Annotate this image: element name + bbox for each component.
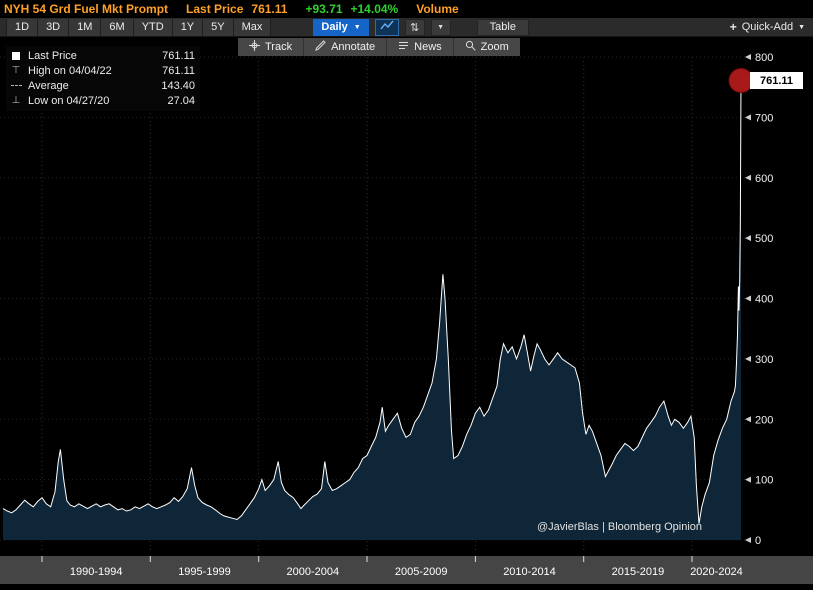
x-axis-label: 2005-2009	[395, 566, 448, 578]
price-change: +93.71	[305, 2, 343, 16]
x-axis-label: 2020-2024	[690, 566, 743, 578]
x-axis-band	[0, 556, 813, 584]
price-line	[2, 80, 742, 524]
legend-row[interactable]: ⊤ High on 04/04/22 761.11	[9, 63, 195, 78]
annotate-label: Annotate	[331, 41, 376, 53]
legend-label: Average	[28, 79, 69, 92]
line-chart-icon	[380, 20, 394, 34]
title-bar: NYH 54 Grd Fuel Mkt Prompt Last Price 76…	[0, 0, 813, 18]
security-name: NYH 54 Grd Fuel Mkt Prompt	[4, 2, 169, 16]
chart-options-dropdown[interactable]: ▼	[430, 18, 451, 36]
up-down-arrows-icon: ⇅	[410, 21, 420, 34]
legend-label: Last Price	[28, 49, 77, 62]
average-line-icon	[9, 85, 23, 86]
y-axis-label: 0	[755, 535, 761, 547]
frequency-dropdown[interactable]: Daily ▼	[313, 18, 369, 36]
legend-value: 143.40	[161, 79, 195, 92]
frequency-label: Daily	[321, 21, 348, 33]
y-tick-arrow	[745, 295, 751, 302]
y-tick-arrow	[745, 114, 751, 121]
annotate-button[interactable]: Annotate	[304, 38, 388, 56]
legend-label: Low on 04/27/20	[28, 94, 110, 107]
period-tab-6m[interactable]: 6M	[101, 18, 134, 36]
y-tick-arrow	[745, 235, 751, 242]
zoom-label: Zoom	[480, 41, 509, 53]
chart-main-toolbar: 1D 3D 1M 6M YTD 1Y 5Y Max Daily ▼ ⇅ ▼ Table + Q…	[0, 18, 813, 37]
volume-label: Volume	[416, 2, 459, 16]
y-axis-label: 800	[755, 52, 773, 64]
period-tab-3d[interactable]: 3D	[38, 18, 70, 36]
y-tick-arrow	[745, 355, 751, 362]
chart-tools-strip: Track Annotate News Zoom	[238, 38, 520, 56]
x-axis-label: 2010-2014	[503, 566, 556, 578]
caret-down-icon: ▼	[353, 23, 361, 31]
chart-type-button[interactable]	[374, 18, 399, 36]
table-button[interactable]: Table	[476, 18, 529, 36]
y-tick-arrow	[745, 174, 751, 181]
price-area	[3, 80, 741, 540]
compare-button[interactable]: ⇅	[404, 18, 425, 36]
x-axis-label: 2015-2019	[612, 566, 665, 578]
caret-down-icon: ▼	[798, 23, 805, 31]
low-marker-icon: ⊥	[11, 95, 21, 106]
x-axis-label: 1995-1999	[178, 566, 231, 578]
zoom-magnifier-icon	[465, 40, 476, 54]
track-label: Track	[265, 41, 293, 53]
track-button[interactable]: Track	[238, 38, 305, 56]
change-group: +93.71 +14.04%	[305, 2, 398, 16]
annotate-pencil-icon	[315, 40, 326, 54]
legend-row[interactable]: ⊥ Low on 04/27/20 27.04	[9, 93, 195, 108]
y-axis-label: 200	[755, 414, 773, 426]
high-marker-icon: ⊤	[11, 65, 21, 76]
y-tick-arrow	[745, 537, 751, 543]
legend-row[interactable]: Average 143.40	[9, 78, 195, 93]
y-axis-label: 300	[755, 354, 773, 366]
period-tab-max[interactable]: Max	[233, 18, 272, 36]
period-tab-ytd[interactable]: YTD	[133, 18, 173, 36]
last-price-group: Last Price 761.11	[186, 2, 287, 16]
legend-value: 27.04	[167, 94, 195, 107]
price-change-pct: +14.04%	[350, 2, 399, 16]
news-label: News	[414, 41, 442, 53]
news-lines-icon	[398, 40, 409, 54]
caret-down-icon: ▼	[437, 23, 445, 31]
period-tab-5y[interactable]: 5Y	[203, 18, 234, 36]
x-axis-label: 1990-1994	[70, 566, 123, 578]
y-tick-arrow	[745, 54, 751, 60]
y-axis-label: 500	[755, 233, 773, 245]
y-axis-label: 700	[755, 112, 773, 124]
y-axis-label: 100	[755, 475, 773, 487]
attribution: @JavierBlas | Bloomberg Opinion	[537, 521, 703, 533]
last-price-swatch-icon	[9, 51, 23, 60]
chart-legend: Last Price 761.11 ⊤ High on 04/04/22 761.11 A…	[6, 46, 200, 111]
period-tabs: 1D 3D 1M 6M YTD 1Y 5Y Max	[6, 18, 272, 36]
news-button[interactable]: News	[387, 38, 454, 56]
y-axis-label: 400	[755, 294, 773, 306]
period-tab-1y[interactable]: 1Y	[172, 18, 204, 36]
legend-row[interactable]: Last Price 761.11	[9, 48, 195, 63]
last-price-value: 761.11	[251, 2, 288, 16]
period-tab-1d[interactable]: 1D	[6, 18, 39, 36]
legend-value: 761.11	[162, 49, 195, 62]
track-crosshair-icon	[249, 40, 260, 54]
y-axis-label: 600	[755, 173, 773, 185]
y-tick-arrow	[745, 416, 751, 423]
y-tick-arrow	[745, 476, 751, 483]
period-tab-1m[interactable]: 1M	[69, 18, 102, 36]
quick-add-label: Quick-Add	[741, 21, 794, 33]
legend-value: 761.11	[162, 64, 195, 77]
x-axis-label: 2000-2004	[286, 566, 339, 578]
plus-icon: +	[729, 20, 737, 34]
last-price-axis-label: 761.11	[750, 72, 803, 89]
zoom-button[interactable]: Zoom	[454, 38, 520, 56]
legend-label: High on 04/04/22	[28, 64, 112, 77]
last-price-label: Last Price	[186, 2, 244, 16]
quick-add-button[interactable]: + Quick-Add ▼	[730, 20, 805, 34]
